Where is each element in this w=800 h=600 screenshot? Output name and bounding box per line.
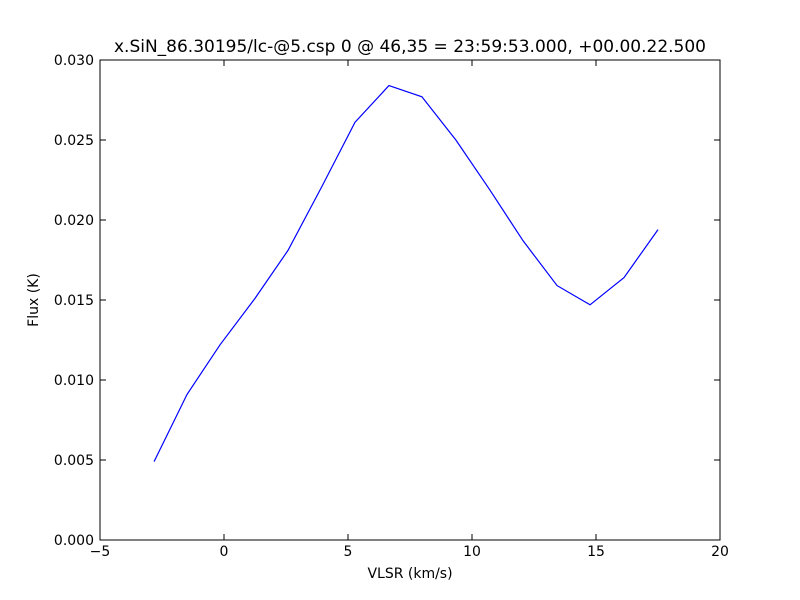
x-tick-label: −5 bbox=[90, 544, 111, 560]
x-tick-label: 10 bbox=[463, 544, 481, 560]
y-tick-label: 0.000 bbox=[54, 533, 94, 549]
x-axis-label: VLSR (km/s) bbox=[367, 566, 452, 582]
x-tick-label: 15 bbox=[587, 544, 605, 560]
y-tick-label: 0.025 bbox=[54, 133, 94, 149]
x-tick-label: 0 bbox=[220, 544, 229, 560]
x-tick-label: 20 bbox=[711, 544, 729, 560]
plot-frame bbox=[99, 59, 721, 541]
y-tick-label: 0.010 bbox=[54, 373, 94, 389]
y-tick-label: 0.030 bbox=[54, 53, 94, 69]
y-tick-label: 0.015 bbox=[54, 293, 94, 309]
y-axis-label: Flux (K) bbox=[26, 273, 42, 327]
y-tick-label: 0.020 bbox=[54, 213, 94, 229]
x-tick-label: 5 bbox=[344, 544, 353, 560]
y-tick-label: 0.005 bbox=[54, 453, 94, 469]
chart-title: x.SiN_86.30195/lc-@5.csp 0 @ 46,35 = 23:… bbox=[114, 37, 706, 57]
data-line bbox=[153, 84, 659, 462]
